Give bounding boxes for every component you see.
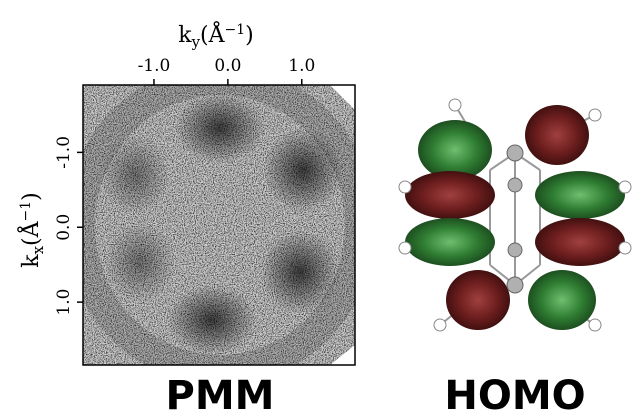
y-tick-label: 1.0	[54, 289, 74, 316]
momentum-map	[80, 80, 360, 370]
homo-orbital	[399, 99, 631, 331]
x-axis-label: ky(Å−1)	[178, 20, 254, 51]
caption: HOMO	[444, 373, 585, 415]
x-tick-label: 0.0	[214, 56, 241, 76]
y-tick-label: 0.0	[54, 214, 74, 241]
y-tick-label: -1.0	[54, 136, 74, 169]
figure: ky(Å−1) kx(Å−1) PMM HOMO -1.0 0.0 1.0 -1.0 0…	[0, 0, 632, 415]
x-tick-label: 1.0	[288, 56, 315, 76]
caption: PMM	[166, 373, 275, 415]
x-tick-label: -1.0	[138, 56, 171, 76]
y-axis-label: kx(Å−1)	[16, 192, 47, 268]
